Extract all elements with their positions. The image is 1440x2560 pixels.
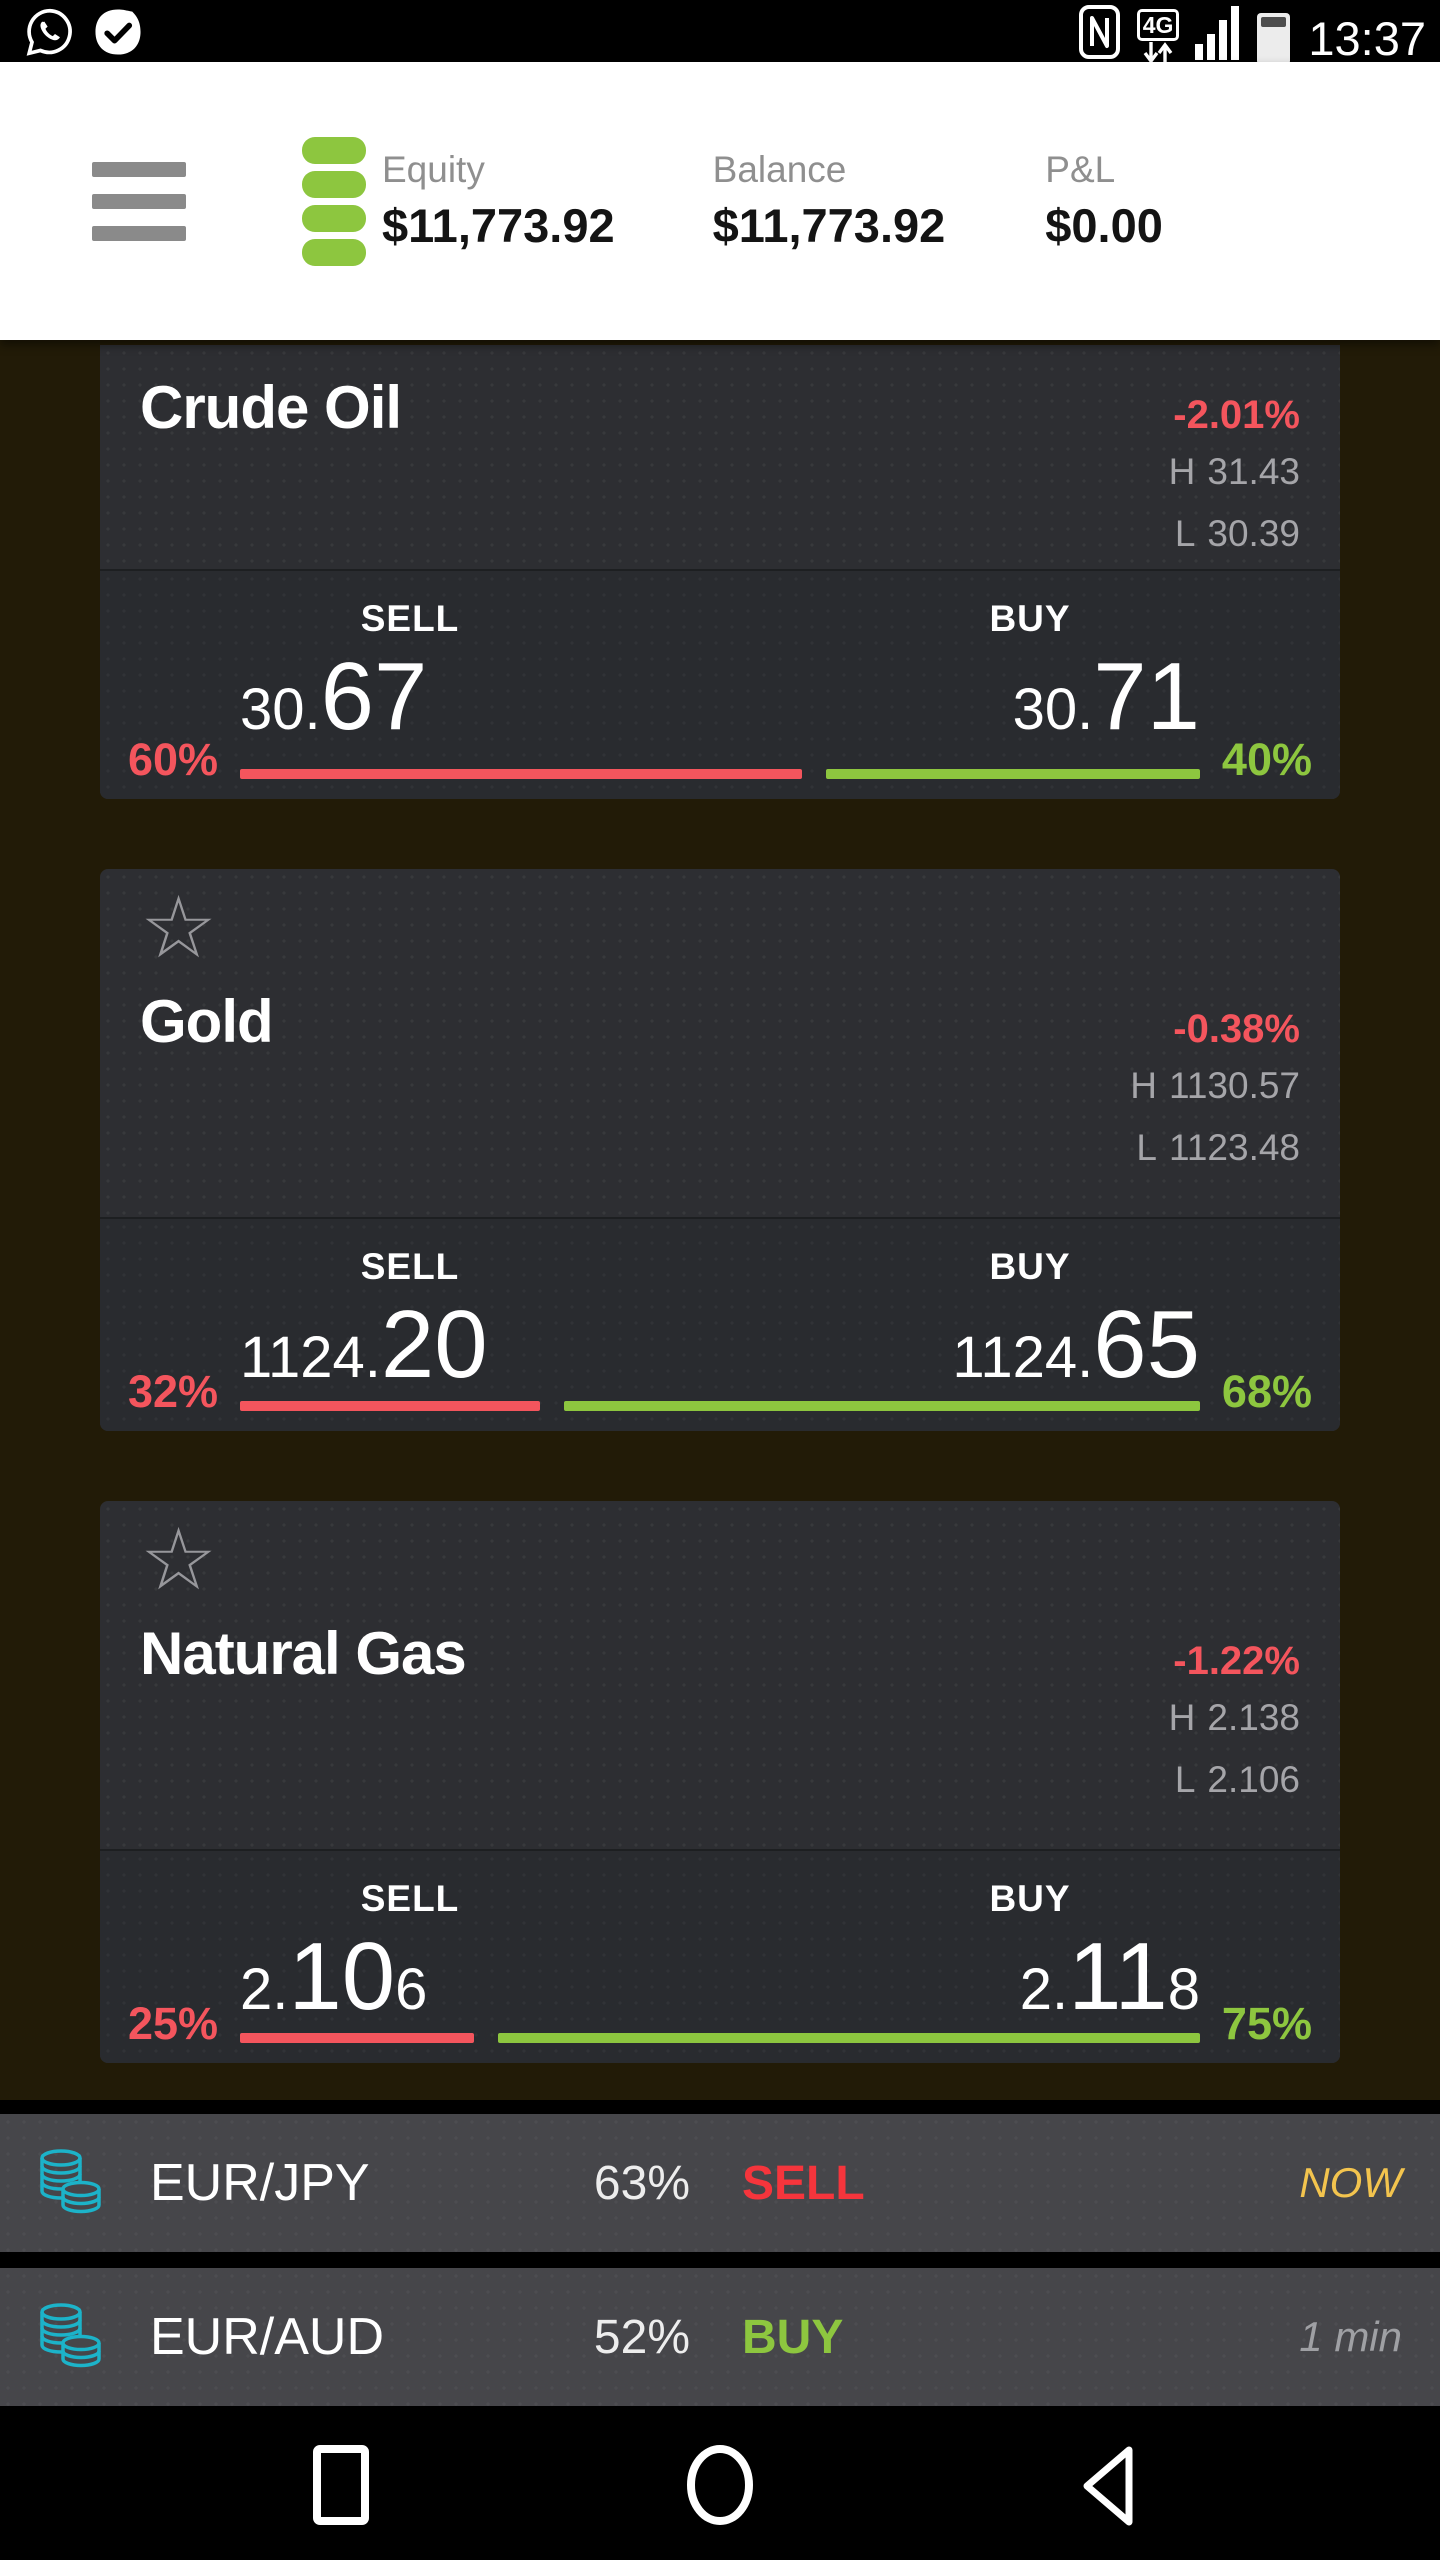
buy-price: 1124.65	[952, 1291, 1200, 1398]
quote-panel: SELL 2.106 BUY 2.118 25% 75%	[100, 1849, 1340, 2063]
pnl-label: P&L	[1045, 149, 1116, 190]
nfc-icon	[1078, 4, 1121, 65]
check-notification-icon	[92, 6, 144, 63]
balance-label: Balance	[712, 149, 847, 190]
low-row: L 2.106	[1174, 1759, 1300, 1800]
sell-sentiment-percent: 60%	[128, 734, 219, 785]
instrument-card-gold: ☆ Gold -0.38% H 1130.57 L 1123.48 SELL 112…	[100, 869, 1340, 1431]
signal-row-eurjpy[interactable]: EUR/JPY 63% SELL NOW	[0, 2114, 1440, 2252]
instrument-name: Gold	[140, 988, 274, 1055]
favorite-star-icon[interactable]: ☆	[140, 1512, 218, 1608]
sell-price: 30.67	[240, 643, 428, 750]
high-row: H 1130.57	[1130, 1065, 1300, 1106]
balance-value: $11,773.92	[712, 199, 946, 252]
sell-bar	[240, 1401, 540, 1411]
sentiment-bar	[240, 2033, 1200, 2043]
instrument-header: ☆ Crude Oil -2.01% H31.43 L30.39	[100, 345, 1340, 569]
signal-list: EUR/JPY 63% SELL NOW	[0, 2100, 1440, 2406]
coins-icon	[36, 2301, 104, 2374]
account-header: Equity $11,773.92 Balance $11,773.92 P&L…	[0, 62, 1440, 340]
pnl-value: $0.00	[1045, 199, 1163, 252]
low-row: L 30.39	[1174, 513, 1300, 554]
equity-value: $11,773.92	[382, 199, 615, 252]
whatsapp-icon	[24, 6, 76, 63]
buy-button[interactable]: BUY 30.71	[720, 599, 1340, 745]
sell-button[interactable]: SELL 1124.20	[100, 1247, 720, 1393]
back-button[interactable]	[1078, 2444, 1136, 2533]
change-percent: -1.22%	[1173, 1639, 1300, 1683]
signal-strength-icon	[1195, 5, 1241, 65]
buy-bar	[563, 1401, 1200, 1411]
signal-row-euraud[interactable]: EUR/AUD 52% BUY 1 min	[0, 2268, 1440, 2406]
low-row: L 1123.48	[1136, 1127, 1300, 1168]
buy-button[interactable]: BUY 1124.65	[720, 1247, 1340, 1393]
sell-button[interactable]: SELL 30.67	[100, 599, 720, 745]
sell-bar	[240, 2033, 474, 2043]
instrument-list: ☆ Crude Oil -2.01% H31.43 L30.39 SELL 30…	[0, 340, 1440, 2100]
sell-button[interactable]: SELL 2.106	[100, 1879, 720, 2025]
change-percent: -0.38%	[1173, 1007, 1300, 1051]
sentiment-bar	[240, 769, 1200, 779]
menu-button[interactable]	[92, 161, 186, 241]
buy-price: 30.71	[1012, 643, 1200, 750]
mobile-data-4g-icon: 4G	[1136, 8, 1180, 65]
equity-label: Equity	[382, 149, 485, 190]
signal-time: 1 min	[1299, 2313, 1402, 2360]
status-bar: 4G 13:37	[0, 0, 1440, 65]
sell-price: 2.106	[240, 1923, 428, 2030]
signal-time: NOW	[1299, 2159, 1402, 2206]
buy-sentiment-percent: 40%	[1221, 734, 1312, 785]
high-row: H 31.43	[1168, 451, 1300, 492]
buy-button[interactable]: BUY 2.118	[720, 1879, 1340, 2025]
signal-pair: EUR/AUD	[150, 2308, 385, 2366]
buy-bar	[825, 769, 1200, 779]
status-clock: 13:37	[1308, 11, 1426, 65]
row-divider	[0, 2252, 1440, 2268]
android-nav-bar	[0, 2408, 1440, 2560]
quote-panel: SELL 1124.20 BUY 1124.65 32% 68%	[100, 1217, 1340, 1431]
recents-button[interactable]	[312, 2444, 370, 2531]
balance-column: Balance $11,773.92	[713, 149, 946, 253]
signal-action: BUY	[742, 2310, 844, 2364]
sell-sentiment-percent: 25%	[128, 1998, 219, 2049]
buy-sentiment-percent: 75%	[1221, 1998, 1312, 2049]
high-row: H 2.138	[1168, 1697, 1300, 1738]
instrument-header: ☆ Gold -0.38% H 1130.57 L 1123.48	[100, 869, 1340, 1217]
buy-sentiment-percent: 68%	[1221, 1366, 1312, 1417]
coins-icon	[36, 2147, 104, 2220]
home-button[interactable]	[686, 2444, 754, 2531]
quote-panel: SELL 30.67 BUY 30.71 60% 40%	[100, 569, 1340, 799]
battery-icon	[1257, 12, 1291, 65]
signal-action: SELL	[742, 2156, 865, 2210]
favorite-star-icon[interactable]: ☆	[140, 880, 218, 976]
sell-price: 1124.20	[240, 1291, 488, 1398]
sentiment-bar	[240, 1401, 1200, 1411]
instrument-card-crude-oil: ☆ Crude Oil -2.01% H31.43 L30.39 SELL 30…	[100, 345, 1340, 799]
instrument-card-natural-gas: ☆ Natural Gas -1.22% H 2.138 L 2.106 SELL …	[100, 1501, 1340, 2063]
equity-column: Equity $11,773.92	[382, 149, 615, 253]
equity-coins-icon	[302, 136, 366, 266]
sell-bar	[240, 769, 802, 779]
buy-price: 2.118	[1019, 1923, 1200, 2030]
instrument-name: Natural Gas	[140, 1620, 467, 1687]
signal-percent: 63%	[593, 2156, 690, 2210]
pnl-column: P&L $0.00	[1045, 149, 1163, 253]
signal-percent: 52%	[593, 2310, 690, 2364]
buy-bar	[498, 2033, 1200, 2043]
change-percent: -2.01%	[1173, 393, 1300, 437]
instrument-name: Crude Oil	[140, 374, 402, 441]
sell-sentiment-percent: 32%	[128, 1366, 219, 1417]
signal-pair: EUR/JPY	[150, 2154, 370, 2212]
instrument-header: ☆ Natural Gas -1.22% H 2.138 L 2.106	[100, 1501, 1340, 1849]
